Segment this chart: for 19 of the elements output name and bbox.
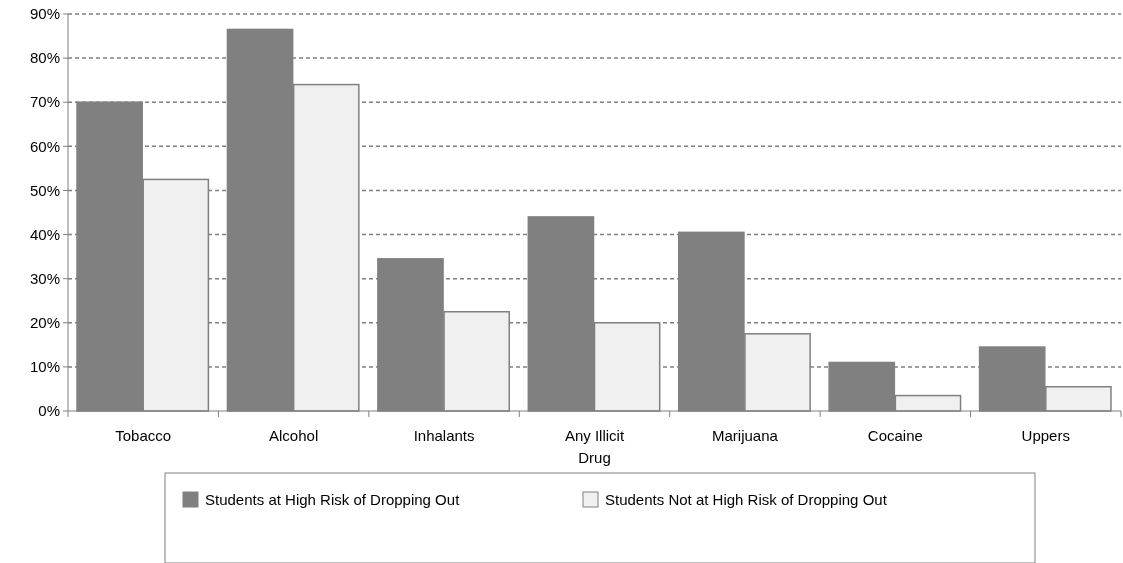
x-tick-label: Uppers xyxy=(1021,427,1070,444)
x-tick-label: Tobacco xyxy=(115,427,172,444)
y-tick-label: 10% xyxy=(29,358,60,376)
x-tick-label: Inhalants xyxy=(413,427,475,444)
y-tick-label: 0% xyxy=(38,402,60,420)
y-tick-label: 50% xyxy=(29,181,60,199)
x-tick-label: Alcohol xyxy=(269,427,319,444)
x-tick-label: Cocaine xyxy=(867,427,923,444)
x-tick-label: Marijuana xyxy=(711,427,779,444)
legend-label: Students Not at High Risk of Dropping Out xyxy=(605,491,888,509)
y-tick-label: 90% xyxy=(29,5,60,23)
y-tick-label: 20% xyxy=(29,314,60,332)
x-tick-label: Any Illicit Drug xyxy=(564,427,625,466)
y-tick-label: 60% xyxy=(29,137,60,155)
y-tick-label: 40% xyxy=(29,225,60,243)
y-tick-label: 80% xyxy=(29,49,60,67)
y-tick-label: 70% xyxy=(29,93,60,111)
legend-label: Students at High Risk of Dropping Out xyxy=(205,491,461,509)
y-tick-label: 30% xyxy=(29,269,60,287)
